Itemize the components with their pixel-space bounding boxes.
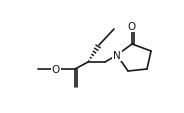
Text: O: O <box>128 22 136 32</box>
Text: O: O <box>52 64 60 74</box>
Text: N: N <box>113 51 121 60</box>
